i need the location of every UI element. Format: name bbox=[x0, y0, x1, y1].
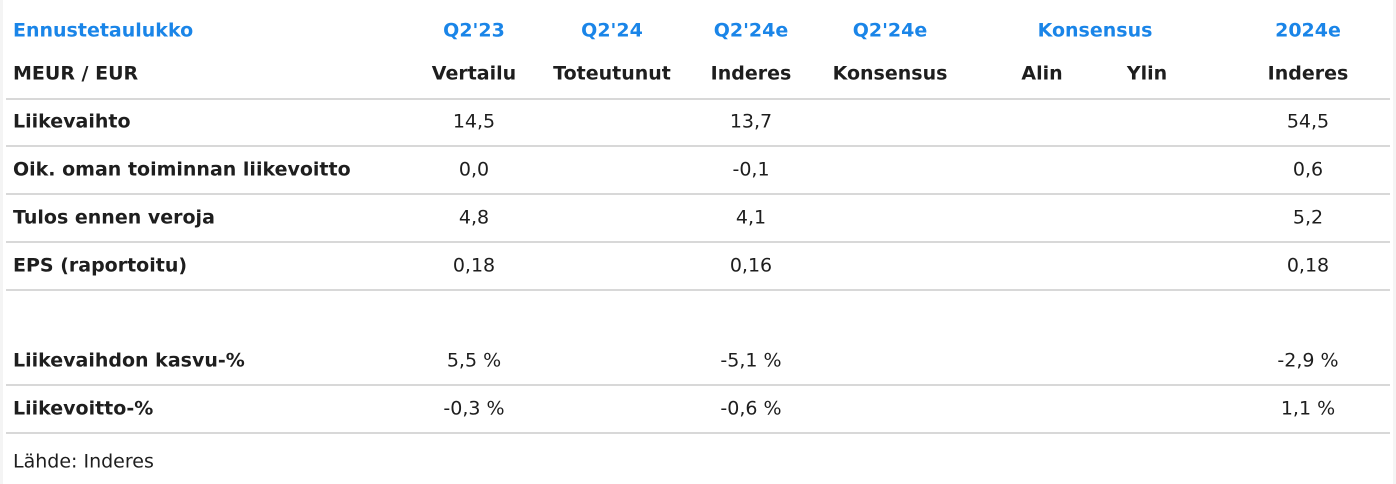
row-label: Liikevoitto-% bbox=[13, 397, 154, 420]
value-cell: -0,1 bbox=[732, 158, 770, 181]
value-cell: 0,18 bbox=[452, 254, 496, 277]
header-cell: MEUR / EUR bbox=[13, 62, 139, 85]
header-cell: Konsensus bbox=[832, 62, 948, 85]
header-cell: Toteutunut bbox=[553, 62, 671, 85]
value-cell: 0,16 bbox=[729, 254, 773, 277]
row-divider bbox=[6, 145, 1390, 147]
header-cell: Inderes bbox=[710, 62, 792, 85]
row-label: Oik. oman toiminnan liikevoitto bbox=[13, 158, 351, 181]
row-label: Liikevaihdon kasvu-% bbox=[13, 349, 245, 372]
row-divider bbox=[6, 241, 1390, 243]
value-cell: 14,5 bbox=[452, 110, 496, 133]
header-cell: Q2'24e bbox=[713, 19, 789, 42]
header-cell: Vertailu bbox=[431, 62, 517, 85]
source-note: Lähde: Inderes bbox=[13, 450, 154, 473]
forecast-table: Ennustetaulukko Q2'23 Q2'24 Q2'24e Q2'24e Kon… bbox=[3, 0, 1393, 484]
value-cell: 13,7 bbox=[729, 110, 773, 133]
value-cell: 0,18 bbox=[1286, 254, 1330, 277]
value-cell: 1,1 % bbox=[1280, 397, 1336, 420]
value-cell: 5,5 % bbox=[446, 349, 502, 372]
header-cell: Ylin bbox=[1126, 62, 1168, 85]
header-cell: Q2'23 bbox=[443, 19, 505, 42]
row-divider bbox=[6, 432, 1390, 434]
header-cell: Ennustetaulukko bbox=[13, 19, 194, 42]
value-cell: -5,1 % bbox=[720, 349, 782, 372]
row-divider bbox=[6, 193, 1390, 195]
row-divider bbox=[6, 289, 1390, 291]
row-label: Liikevaihto bbox=[13, 110, 131, 133]
header-cell: 2024e bbox=[1275, 19, 1341, 42]
value-cell: 0,6 bbox=[1292, 158, 1324, 181]
row-divider bbox=[6, 98, 1390, 100]
header-cell: Alin bbox=[1021, 62, 1063, 85]
header-cell: Q2'24 bbox=[581, 19, 643, 42]
row-label: EPS (raportoitu) bbox=[13, 254, 188, 277]
header-cell: Konsensus bbox=[1037, 19, 1153, 42]
value-cell: -0,3 % bbox=[443, 397, 505, 420]
header-cell: Q2'24e bbox=[852, 19, 928, 42]
row-divider bbox=[6, 384, 1390, 386]
header-cell: Inderes bbox=[1267, 62, 1349, 85]
value-cell: 0,0 bbox=[458, 158, 490, 181]
value-cell: 54,5 bbox=[1286, 110, 1330, 133]
value-cell: -2,9 % bbox=[1277, 349, 1339, 372]
value-cell: 5,2 bbox=[1292, 206, 1324, 229]
value-cell: 4,8 bbox=[458, 206, 490, 229]
value-cell: 4,1 bbox=[735, 206, 767, 229]
row-label: Tulos ennen veroja bbox=[13, 206, 215, 229]
value-cell: -0,6 % bbox=[720, 397, 782, 420]
